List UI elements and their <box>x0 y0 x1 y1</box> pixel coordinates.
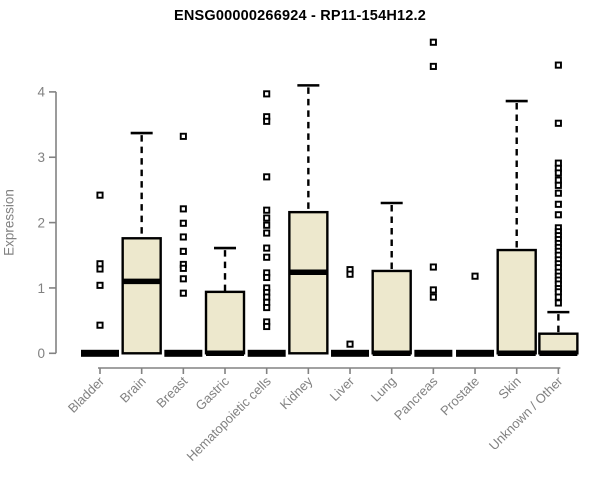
outlier-point <box>263 117 271 125</box>
y-tick-label: 4 <box>37 85 45 100</box>
outlier-point <box>429 263 437 271</box>
outlier-point <box>96 321 104 329</box>
collapsed-box-median <box>456 349 495 357</box>
outlier-point <box>263 322 271 331</box>
outlier-point <box>179 264 187 272</box>
outlier-point <box>179 219 187 227</box>
outlier-point <box>263 221 271 229</box>
outlier-point <box>96 265 104 273</box>
collapsed-box-median <box>81 349 119 357</box>
y-tick-label: 3 <box>37 150 45 165</box>
outlier-point <box>346 270 354 278</box>
outlier-point <box>554 61 562 69</box>
outlier-point <box>179 205 187 213</box>
x-tick-label: Liver <box>327 373 358 404</box>
outlier-point <box>429 62 437 70</box>
y-tick-label: 2 <box>37 215 45 230</box>
x-tick-label: Unknown / Other <box>486 373 566 453</box>
outlier-point <box>263 229 271 237</box>
box <box>204 290 246 355</box>
collapsed-box-median <box>164 349 203 357</box>
x-tick-label: Gastric <box>192 373 232 413</box>
x-tick-label: Skin <box>495 374 523 402</box>
x-tick-label: Brain <box>117 374 149 406</box>
outlier-point <box>263 273 271 282</box>
x-tick-label: Bladder <box>65 373 108 416</box>
outlier-point <box>179 247 187 255</box>
outlier-point <box>96 281 104 289</box>
outlier-point <box>263 173 271 181</box>
outlier-point <box>263 206 271 214</box>
outlier-point <box>429 293 437 301</box>
outlier-point <box>554 200 562 208</box>
outlier-point <box>429 286 437 294</box>
x-tick-label: Breast <box>153 373 190 410</box>
box <box>288 210 329 355</box>
outlier-point <box>471 272 479 280</box>
y-tick-label: 0 <box>37 346 45 361</box>
outlier-point <box>179 289 187 297</box>
outlier-point <box>554 119 562 127</box>
x-tick-label: Lung <box>368 374 399 405</box>
box <box>496 248 537 355</box>
outlier-point <box>179 275 187 283</box>
collapsed-box-median <box>331 349 370 357</box>
outlier-point <box>263 304 271 312</box>
y-tick-label: 1 <box>37 281 45 296</box>
outlier-point <box>554 181 562 189</box>
box <box>371 269 412 355</box>
x-tick-label: Pancreas <box>391 373 441 423</box>
collapsed-box-median <box>247 349 286 357</box>
outlier-point <box>263 244 271 252</box>
outlier-point <box>263 90 271 98</box>
outlier-point <box>554 169 562 177</box>
x-tick-label: Prostate <box>437 374 482 419</box>
collapsed-box-median <box>414 349 453 357</box>
chart-title: ENSG00000266924 - RP11-154H12.2 <box>173 8 427 24</box>
outlier-point <box>554 189 562 197</box>
outlier-point <box>554 211 562 219</box>
outlier-point <box>96 191 104 199</box>
outlier-point <box>346 340 354 348</box>
outlier-point <box>179 132 187 140</box>
outlier-point <box>554 293 562 301</box>
outlier-point <box>263 214 271 222</box>
outlier-point <box>179 233 187 241</box>
box <box>121 237 162 355</box>
x-tick-label: Kidney <box>277 373 316 412</box>
outlier-point <box>263 253 271 261</box>
outlier-point <box>554 299 562 307</box>
box <box>538 332 579 355</box>
outlier-point <box>429 38 437 46</box>
